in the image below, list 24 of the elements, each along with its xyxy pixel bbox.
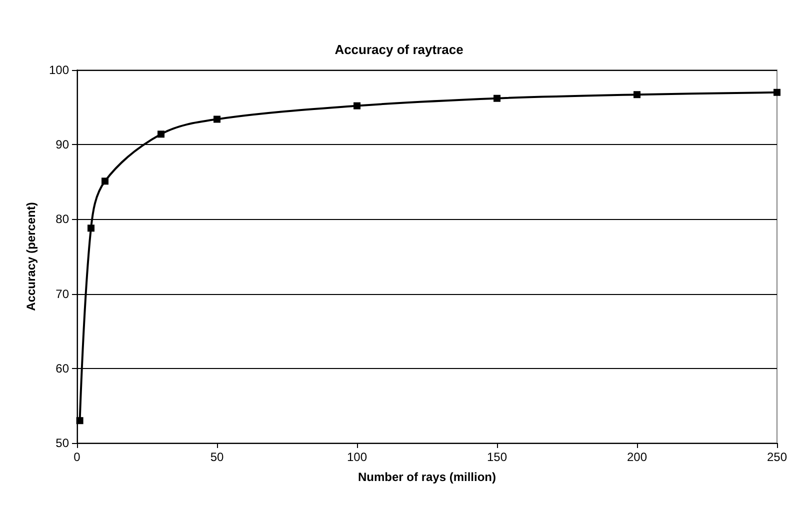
- y-tick-label: 90: [56, 138, 70, 152]
- point: [102, 178, 108, 185]
- y-tick-label: 80: [56, 212, 70, 226]
- y-tick-label: 70: [56, 286, 70, 301]
- chart-title: Accuracy of raytrace: [334, 42, 464, 57]
- x-tick-label: 50: [210, 450, 224, 464]
- y-axis-title: Accuracy (percent): [24, 202, 38, 311]
- y-tick-label: 50: [56, 436, 70, 450]
- x-tick-label: 150: [486, 450, 508, 464]
- point: [633, 91, 640, 98]
- point: [76, 417, 84, 424]
- point: [353, 102, 360, 110]
- x-tick-label: 0: [74, 450, 81, 464]
- point: [158, 130, 164, 138]
- point: [773, 88, 780, 96]
- y-tick-label: 60: [56, 361, 70, 376]
- point: [88, 224, 94, 232]
- x-tick-label: 250: [766, 450, 788, 464]
- x-axis-title: Number of rays (million): [358, 470, 496, 484]
- point: [214, 116, 220, 123]
- point: [493, 94, 500, 102]
- x-tick-label: 100: [346, 450, 368, 464]
- y-tick-label: 100: [48, 63, 70, 77]
- x-tick-label: 200: [626, 450, 648, 464]
